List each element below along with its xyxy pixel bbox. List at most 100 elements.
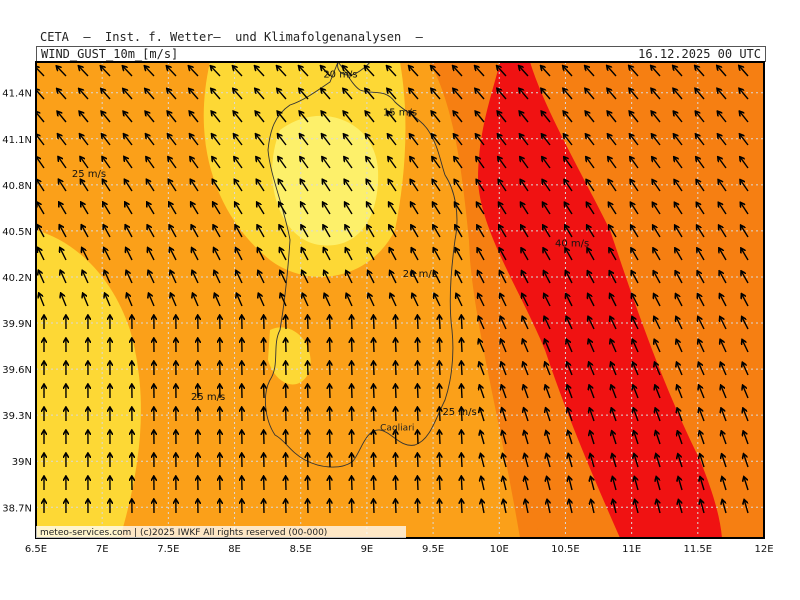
wind-arrow [655,385,661,399]
wind-arrow [589,385,595,399]
wind-arrow [698,362,705,376]
wind-arrow [480,408,485,422]
wind-arrow [417,338,418,353]
wind-arrow [373,453,374,468]
wind-arrow [323,225,331,238]
wind-arrow [695,111,705,123]
lon-tick-label: 7E [96,544,109,555]
wind-arrow [36,157,45,169]
wind-arrow [59,225,67,238]
wind-arrow [234,157,243,169]
wind-arrow [214,248,221,261]
wind-arrow [322,134,331,146]
wind-arrow [590,431,595,445]
wind-arrow [61,293,67,307]
wind-arrow [498,134,507,146]
wind-arrow [124,134,133,146]
wind-arrow [497,111,507,123]
wind-arrow [608,179,617,192]
wind-arrow [56,66,67,77]
wind-arrow [543,248,551,261]
wind-arrow [698,294,705,307]
wind-arrow [255,111,265,123]
wind-arrow [545,362,551,376]
wind-arrow [742,339,749,353]
wind-arrow [610,294,617,307]
wind-arrow [461,453,462,468]
wind-arrow [519,66,529,77]
wind-arrow [522,316,529,330]
wind-arrow [629,111,639,123]
wind-arrow [700,454,705,468]
wind-arrow [330,430,331,445]
wind-arrow [630,134,639,146]
wind-arrow [277,88,287,100]
wind-arrow [233,66,243,77]
wind-arrow [522,271,529,284]
wind-arrow [280,270,287,284]
wind-arrow [277,111,287,123]
wind-arrow [104,248,111,261]
wind-arrow [352,338,353,353]
wind-arrow [541,111,551,123]
wind-arrow [547,499,550,514]
wind-arrow [497,88,507,100]
wind-arrow [567,362,573,376]
wind-arrow [387,88,397,100]
wind-arrow [144,66,155,77]
wind-arrow [417,453,418,468]
wind-arrow [395,499,396,514]
wind-arrow [166,66,177,77]
wind-arrow [500,293,507,307]
wind-arrow [564,202,573,215]
wind-arrow [278,134,287,146]
wind-arrow [461,476,462,491]
wind-arrow [352,476,353,491]
wind-arrow [523,385,529,399]
wind-arrow [479,339,485,353]
lat-tick-label: 41.1N [2,135,32,146]
wind-arrow [255,88,265,100]
wind-arrow [456,293,463,307]
wind-arrow [480,431,485,445]
wind-arrow [366,179,375,192]
wind-arrow [330,361,331,376]
wind-arrow [169,225,177,238]
wind-arrow [566,316,573,330]
wind-arrow [634,431,639,445]
wind-arrow [168,134,177,146]
wind-arrow [479,362,485,376]
wind-arrow [697,225,705,238]
wind-arrow [541,66,551,77]
wind-arrow [411,248,419,261]
wind-arrow [475,111,485,123]
wind-arrow [461,384,462,399]
wind-arrow [147,202,155,215]
wind-arrow [36,66,45,77]
wind-arrow [258,248,265,261]
wind-arrow [607,66,617,77]
wind-arrow [346,293,353,307]
map-area: 20 m/s 15 m/s 25 m/s 20 m/s 40 m/s 25 m/s 25 m… [36,62,764,538]
wind-arrow [279,202,287,215]
wind-arrow [256,134,265,146]
wind-arrow [502,431,507,445]
wind-arrow [299,111,309,123]
wind-arrow [652,157,661,169]
wind-arrow [481,499,484,514]
lat-tick-label: 39.6N [2,365,32,376]
wind-arrow [478,293,485,307]
wind-arrow [611,362,617,376]
wind-arrow [653,225,661,238]
wind-arrow [629,66,639,77]
wind-arrow [126,270,133,284]
wind-arrow [278,179,287,192]
lon-tick-label: 9E [361,544,374,555]
wind-arrow [717,88,727,100]
wind-arrow [654,339,661,353]
wind-arrow [545,339,551,353]
wind-arrow [519,88,529,100]
copyright-box [36,526,406,538]
wind-arrow [740,202,749,215]
wind-arrow [525,476,528,491]
